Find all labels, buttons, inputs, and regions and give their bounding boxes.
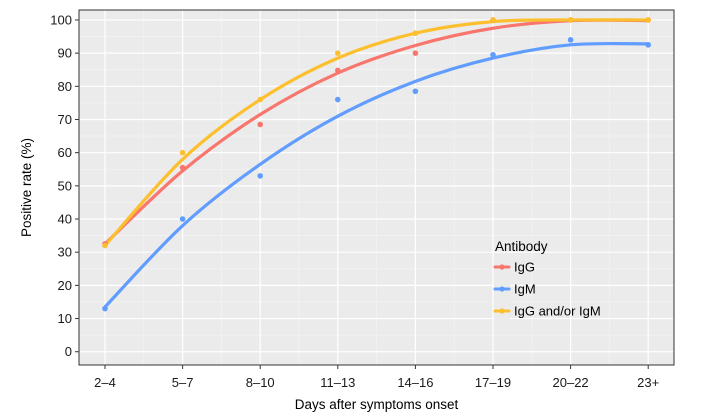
x-tick-label: 14–16	[397, 375, 433, 390]
fit-curve-igg-and-or-igm	[103, 18, 650, 248]
y-tick-label: 0	[65, 344, 72, 359]
point-igm	[412, 88, 419, 95]
y-tick-label: 90	[58, 46, 72, 61]
axes: 0 10 20 30 40 50 60 70 80 90 100 2–4 5–7 8–10 11–13 14–…	[50, 9, 675, 390]
legend-point-igg	[499, 264, 505, 270]
x-tick-label: 5–7	[172, 375, 194, 390]
fitted-curves	[103, 18, 650, 309]
point-igm	[567, 37, 574, 43]
y-tick-label: 60	[58, 145, 72, 160]
point-igm	[645, 42, 651, 48]
x-tick-label: 17–19	[475, 375, 511, 390]
point-igm	[335, 96, 341, 103]
panel-border	[78, 9, 675, 366]
fit-curve-igm	[103, 41, 650, 309]
point-igm	[490, 51, 496, 58]
point-igm	[179, 216, 186, 222]
point-igg-and-or-igm	[567, 17, 574, 23]
y-tick-label: 100	[50, 12, 72, 27]
point-igg-and-or-igm	[102, 242, 108, 249]
y-axis-title: Positive rate (%)	[19, 138, 34, 237]
legend-label-igg-and-or-igm: IgG and/or IgM	[514, 304, 601, 319]
x-axis-title: Days after symptoms onset	[295, 397, 459, 412]
y-tick-label: 10	[58, 311, 72, 326]
point-igg	[412, 50, 419, 56]
point-igg	[335, 67, 341, 74]
y-tick-label: 30	[58, 245, 72, 260]
x-tick-label: 20–22	[553, 375, 589, 390]
point-igm	[257, 173, 264, 179]
minor-gridlines	[79, 10, 674, 365]
legend-label-igm: IgM	[514, 282, 536, 297]
point-igg-and-or-igm	[412, 30, 419, 37]
y-tick-label: 20	[58, 278, 72, 293]
y-tick-label: 40	[58, 212, 72, 227]
point-igg	[257, 121, 264, 128]
point-igm	[102, 305, 108, 312]
point-igg	[179, 164, 186, 171]
x-tick-label: 8–10	[246, 375, 275, 390]
legend: Antibody IgG IgM IgG and/or IgM	[493, 239, 601, 321]
major-gridlines	[79, 10, 674, 365]
point-igg-and-or-igm	[257, 96, 264, 103]
legend-label-igg: IgG	[514, 260, 535, 275]
x-tick-label: 11–13	[320, 375, 355, 390]
y-tick-label: 70	[58, 112, 72, 127]
point-igg-and-or-igm	[645, 17, 651, 23]
data-points	[102, 17, 651, 312]
y-tick-label: 80	[58, 79, 72, 94]
x-tick-label: 23+	[637, 375, 659, 390]
point-igg-and-or-igm	[490, 17, 496, 23]
y-tick-label: 50	[58, 178, 72, 193]
point-igg-and-or-igm	[179, 149, 186, 156]
legend-point-igm	[499, 286, 505, 292]
point-igg-and-or-igm	[335, 50, 341, 56]
x-tick-label: 2–4	[94, 375, 116, 390]
legend-point-igg-and-or-igm	[499, 308, 505, 314]
legend-title: Antibody	[495, 239, 548, 254]
